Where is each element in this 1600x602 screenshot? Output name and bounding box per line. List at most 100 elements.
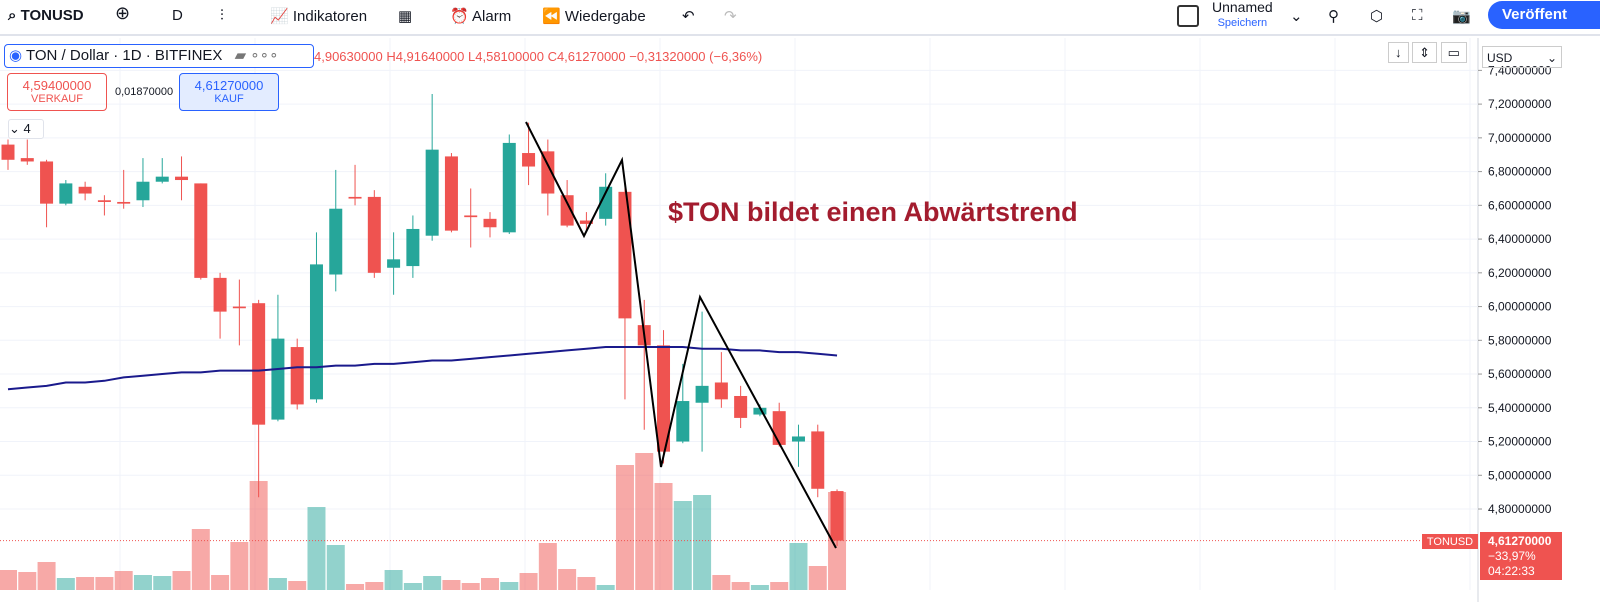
- volume-bar: [403, 583, 422, 590]
- candle-body: [483, 218, 497, 228]
- interval[interactable]: D: [172, 7, 183, 24]
- layout[interactable]: Unnamed Speichern: [1212, 0, 1273, 30]
- candle-body: [329, 208, 343, 275]
- open-value: 4,90630000: [314, 49, 383, 64]
- indicator-toggle[interactable]: ⌄ 4: [8, 119, 44, 139]
- undo[interactable]: ↶: [682, 8, 695, 25]
- alarm[interactable]: ⏰ Alarm: [450, 8, 512, 25]
- trend-drawing[interactable]: [525, 121, 837, 549]
- candle-body: [59, 183, 73, 204]
- volume-bar: [307, 507, 326, 590]
- volume-bar: [481, 578, 499, 590]
- pane-maximize[interactable]: ▭: [1440, 42, 1467, 63]
- add-symbol[interactable]: ⊕: [115, 3, 131, 23]
- volume-bar: [384, 570, 403, 590]
- volume-bar: [153, 576, 172, 590]
- templates[interactable]: ▦: [398, 8, 413, 25]
- redo[interactable]: ↷: [724, 8, 737, 25]
- volume-bar: [211, 575, 230, 590]
- candle-body: [367, 196, 381, 273]
- alarm-label[interactable]: Alarm: [472, 8, 512, 25]
- quick-search[interactable]: ⚲: [1328, 8, 1339, 25]
- volume-bar: [673, 501, 692, 590]
- candle-body: [1, 144, 15, 160]
- y-tick-label: 4,80000000: [1488, 502, 1552, 516]
- indicators[interactable]: 📈 Indikatoren: [270, 8, 368, 25]
- close-value: C4,61270000: [547, 49, 626, 64]
- y-tick-label: 5,60000000: [1488, 367, 1552, 381]
- layout-menu[interactable]: ⌄: [1290, 8, 1303, 25]
- volume-bar: [114, 571, 133, 590]
- buy-price[interactable]: 4,61270000: [194, 78, 264, 93]
- indicators-label[interactable]: Indikatoren: [292, 8, 368, 25]
- volume-bar: [519, 573, 538, 590]
- vertical-grid: [119, 38, 1471, 590]
- volume-bar: [615, 465, 634, 590]
- pane-buttons: ↓ ⇕ ▭: [1388, 42, 1467, 63]
- symbol-legend[interactable]: ◉ TON / Dollar · 1D · BITFINEX ▰ ∘∘∘: [4, 44, 314, 68]
- sell-price[interactable]: 4,59400000: [22, 78, 92, 93]
- candle-body: [252, 303, 266, 425]
- fullscreen[interactable]: ⛶: [1412, 7, 1423, 24]
- annotation[interactable]: $TON bildet einen Abwärtstrend: [668, 197, 1078, 227]
- currency[interactable]: USD: [1487, 51, 1513, 65]
- chart-style[interactable]: ⫶: [220, 7, 224, 24]
- moving-average: [7, 346, 838, 391]
- buy-label[interactable]: KAUF: [214, 93, 244, 105]
- symbol-search[interactable]: ⌕ TONUSD: [8, 7, 84, 24]
- save[interactable]: Speichern: [1217, 17, 1268, 29]
- candle-body: [522, 153, 536, 167]
- y-tick-label: 6,00000000: [1488, 300, 1552, 314]
- candle-body: [78, 186, 92, 194]
- y-tick-label: 6,80000000: [1488, 165, 1552, 179]
- volume-bar: [538, 543, 557, 590]
- candle-body: [117, 201, 131, 204]
- sell-button[interactable]: 4,59400000 VERKAUF: [7, 73, 107, 111]
- replay-label[interactable]: Wiedergabe: [564, 8, 646, 25]
- volume-bar: [326, 545, 345, 590]
- y-tick-label: 5,40000000: [1488, 401, 1552, 415]
- snapshot[interactable]: 📷: [1452, 8, 1471, 25]
- layout-icon[interactable]: [1177, 5, 1199, 27]
- layout-name[interactable]: Unnamed: [1212, 0, 1273, 15]
- volume-bar: [808, 566, 827, 590]
- volume-bar: [76, 577, 95, 590]
- y-tick-label: 5,20000000: [1488, 435, 1552, 449]
- replay[interactable]: ⏪ Wiedergabe: [542, 8, 646, 25]
- flag[interactable]: ▰ ∘∘∘: [234, 47, 279, 64]
- last-price: 4,61270000: [1488, 534, 1552, 548]
- candle-body: [97, 200, 111, 202]
- symbol[interactable]: TONUSD: [20, 7, 84, 24]
- candle-body: [599, 186, 613, 219]
- volume-bar: [423, 576, 442, 590]
- volume-bar: [654, 483, 673, 590]
- y-tick-label: 7,40000000: [1488, 63, 1552, 77]
- last-change: −33,97%: [1488, 549, 1536, 563]
- publish-button[interactable]: Veröffent: [1488, 1, 1600, 29]
- legend-title[interactable]: TON / Dollar · 1D · BITFINEX: [26, 47, 223, 64]
- pane-collapse[interactable]: ⇕: [1412, 42, 1438, 63]
- candle-body: [618, 191, 632, 319]
- high-value: H4,91640000: [386, 49, 465, 64]
- candle-body: [579, 220, 593, 224]
- candles: [0, 93, 1478, 546]
- currency-select[interactable]: USD ⌄: [1482, 46, 1562, 68]
- candle-body: [502, 142, 516, 233]
- y-tick-label: 5,00000000: [1488, 468, 1552, 482]
- indicator-count[interactable]: 4: [23, 121, 31, 136]
- y-tick-label: 6,60000000: [1488, 198, 1552, 212]
- y-tick-label: 6,40000000: [1488, 232, 1552, 246]
- pane-down[interactable]: ↓: [1388, 42, 1409, 63]
- sell-label[interactable]: VERKAUF: [31, 93, 83, 105]
- candle-body: [464, 215, 478, 218]
- candle-body: [676, 401, 690, 442]
- volume-bar: [461, 583, 480, 590]
- volume-bar: [365, 582, 384, 590]
- price-axis-bg: [1478, 38, 1600, 602]
- settings[interactable]: ⬡: [1370, 8, 1384, 25]
- volume-bar: [750, 585, 769, 590]
- volume-bar: [18, 572, 37, 590]
- volume-bar: [230, 542, 249, 590]
- buy-button[interactable]: 4,61270000 KAUF: [179, 73, 279, 111]
- volume: [0, 453, 847, 590]
